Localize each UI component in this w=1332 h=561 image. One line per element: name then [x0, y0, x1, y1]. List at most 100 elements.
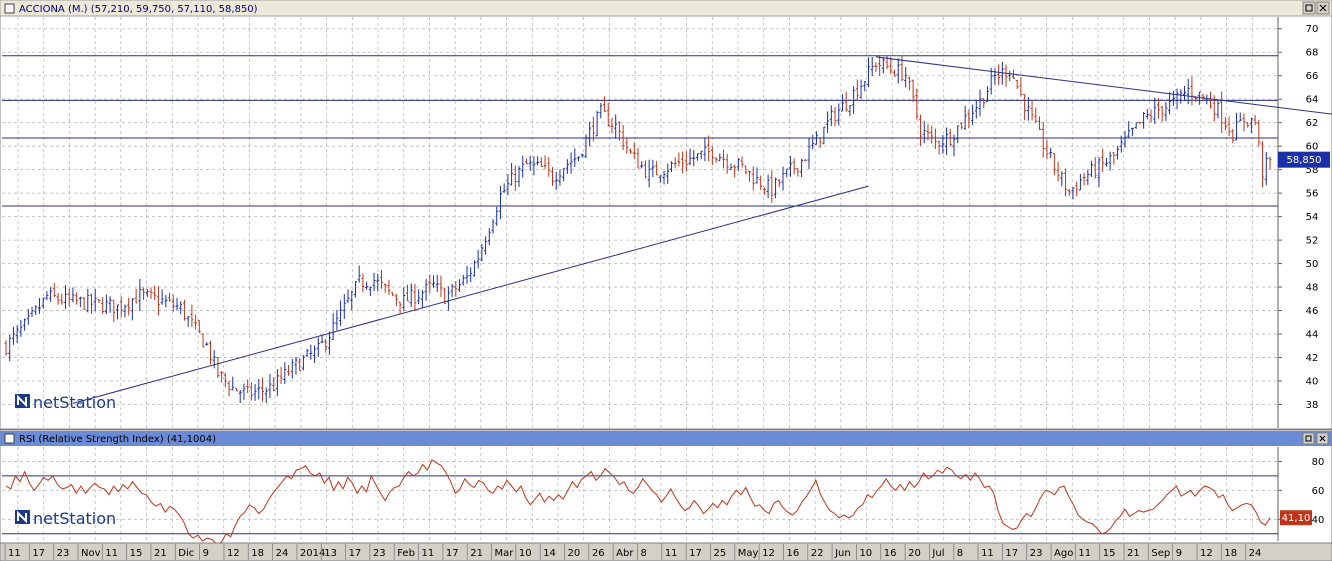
ohlc-bar	[866, 57, 870, 88]
ohlc-bar	[331, 313, 335, 340]
ohlc-bar	[458, 279, 462, 293]
ohlc-bar	[915, 88, 919, 120]
ohlc-bar	[959, 122, 963, 130]
ohlc-bar	[617, 121, 621, 141]
ohlc-bar	[710, 146, 714, 166]
ohlc-bar	[182, 300, 186, 321]
date-tick-label: 23	[57, 548, 70, 559]
ohlc-bar	[1164, 101, 1168, 121]
price-bars	[4, 55, 1272, 404]
ohlc-bar	[409, 283, 413, 308]
rsi-grid	[2, 447, 1279, 541]
rsi-watermark: netStation	[15, 509, 116, 528]
ohlc-bar	[543, 155, 547, 169]
date-tick-label: 11	[665, 548, 678, 559]
last-price-marker: 58,850	[1278, 151, 1330, 168]
ohlc-bar	[1171, 90, 1175, 106]
ohlc-bar	[1186, 78, 1190, 105]
ohlc-bar	[1108, 151, 1112, 171]
ohlc-bar	[327, 331, 331, 355]
ohlc-bar	[677, 152, 681, 167]
ohlc-bar	[774, 177, 778, 199]
ohlc-bar	[937, 140, 941, 155]
price-panel-icon[interactable]	[4, 3, 15, 14]
price-restore-button[interactable]	[1302, 1, 1316, 15]
ohlc-bar	[387, 279, 391, 295]
ohlc-bar	[997, 64, 1001, 86]
ohlc-bar	[435, 274, 439, 292]
rsi-netstation-logo-mark	[17, 510, 27, 524]
date-tick-label: 11	[1078, 548, 1091, 559]
ohlc-bar	[324, 338, 328, 353]
ohlc-bar	[625, 137, 629, 154]
date-tick-label: 16	[786, 548, 799, 559]
ohlc-bar	[948, 128, 952, 147]
ohlc-bar	[1197, 91, 1201, 105]
date-tick-label: 23	[373, 548, 386, 559]
ohlc-bar	[658, 175, 662, 183]
ohlc-bar	[1145, 108, 1149, 120]
ohlc-bar	[52, 283, 56, 298]
ohlc-bar	[669, 161, 673, 173]
ohlc-bar	[941, 134, 945, 154]
date-tick-label: 18	[1224, 548, 1237, 559]
price-tick-label: 40	[1306, 377, 1319, 388]
price-tick-label: 62	[1306, 118, 1319, 129]
ohlc-bar	[692, 150, 696, 167]
ohlc-bar	[714, 157, 718, 163]
ohlc-bar	[15, 325, 19, 344]
rsi-panel-icon[interactable]	[4, 433, 15, 444]
ohlc-bar	[614, 114, 618, 139]
ohlc-bar	[736, 157, 740, 172]
ohlc-bar	[294, 356, 298, 375]
ohlc-bar	[60, 293, 64, 305]
ohlc-bar	[1019, 76, 1023, 97]
ohlc-bar	[684, 151, 688, 172]
date-tick-label: May	[738, 548, 759, 559]
rsi-tick-label: 80	[1312, 457, 1325, 468]
ohlc-bar	[532, 156, 536, 176]
ohlc-bar	[454, 281, 458, 297]
ohlc-bar	[666, 163, 670, 184]
price-tick-label: 44	[1306, 330, 1319, 341]
rsi-restore-button[interactable]	[1302, 432, 1315, 445]
price-watermark: netStation	[15, 393, 116, 412]
ohlc-bar	[1168, 91, 1172, 115]
ohlc-bar	[788, 156, 792, 177]
ohlc-bar	[41, 297, 45, 309]
ohlc-bar	[528, 155, 532, 171]
ohlc-bar	[350, 290, 354, 311]
ohlc-bar	[781, 166, 785, 191]
ohlc-bar	[480, 243, 484, 262]
ohlc-bar	[982, 98, 986, 109]
ohlc-bar	[223, 372, 227, 388]
ohlc-bar	[301, 355, 305, 371]
ohlc-bar	[160, 289, 164, 305]
ohlc-bar	[1264, 151, 1268, 186]
ohlc-bar	[554, 171, 558, 190]
ohlc-bar	[874, 62, 878, 72]
price-tick-label: 38	[1306, 400, 1319, 411]
ohlc-bar	[186, 315, 190, 327]
ohlc-bar	[930, 125, 934, 144]
ohlc-bar	[424, 279, 428, 301]
date-tick-label: Jul	[931, 548, 944, 559]
ohlc-bar	[811, 134, 815, 150]
ohlc-bar	[298, 357, 302, 371]
ohlc-bar	[1056, 161, 1060, 182]
price-panel	[0, 0, 1332, 430]
ohlc-bar	[212, 349, 216, 369]
ohlc-bar	[227, 380, 231, 397]
ohlc-bar	[279, 366, 283, 385]
ohlc-bar	[264, 387, 268, 404]
ohlc-bar	[190, 304, 194, 327]
date-tick-label: Dic	[178, 548, 194, 559]
ohlc-bar	[822, 126, 826, 145]
ohlc-bar	[933, 128, 937, 149]
ohlc-bar	[406, 284, 410, 302]
ohlc-bar	[859, 79, 863, 99]
ohlc-bar	[655, 161, 659, 176]
ohlc-bar	[398, 301, 402, 314]
ohlc-bar	[465, 266, 469, 284]
price-trendline	[875, 56, 1332, 115]
